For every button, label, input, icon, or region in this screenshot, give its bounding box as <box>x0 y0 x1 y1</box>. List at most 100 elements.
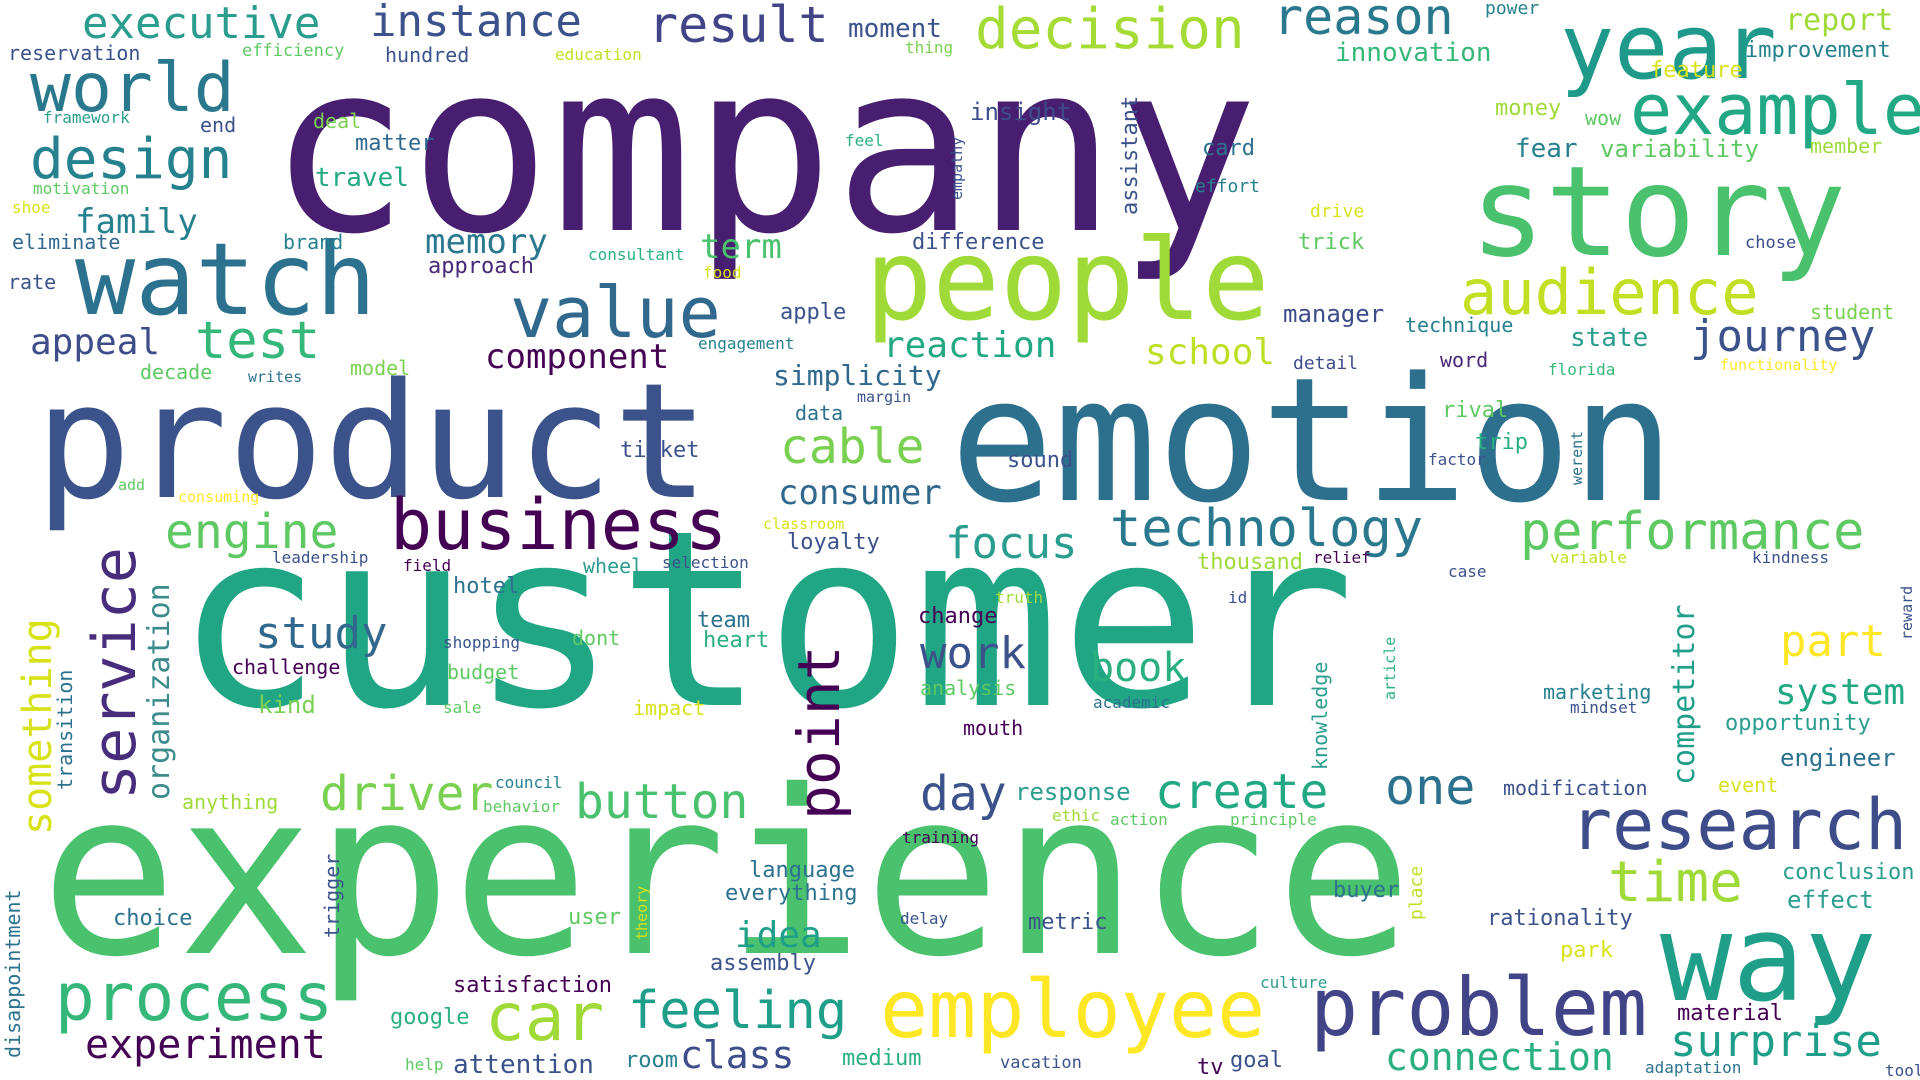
word-point: point <box>785 645 853 820</box>
word-year: year <box>1560 0 1777 100</box>
word-book: book <box>1090 645 1187 691</box>
word-werent: werent <box>1568 430 1586 485</box>
word-engineer: engineer <box>1780 744 1896 772</box>
word-component: component <box>485 337 670 377</box>
word-wheel: wheel <box>583 554 644 578</box>
word-cable: cable <box>780 419 925 475</box>
word-place: place <box>1406 865 1427 920</box>
word-value: value <box>510 272 721 354</box>
word-case: case <box>1448 562 1487 581</box>
word-effect: effect <box>1787 886 1874 914</box>
word-word: word <box>1440 348 1489 372</box>
word-modification: modification <box>1503 776 1648 800</box>
word-insight: insight <box>970 98 1072 126</box>
word-adaptation: adaptation <box>1645 1058 1742 1077</box>
word-sound: sound <box>1007 448 1074 473</box>
word-people: people <box>865 216 1270 346</box>
word-loyalty: loyalty <box>787 530 880 555</box>
word-emotion: emotion <box>950 340 1675 541</box>
word-delay: delay <box>900 909 949 928</box>
word-shopping: shopping <box>443 633 521 652</box>
word-company: company <box>268 13 1259 286</box>
word-school: school <box>1145 332 1276 373</box>
word-consumer: consumer <box>778 473 942 513</box>
word-factor: factor <box>1428 450 1486 469</box>
word-council: council <box>495 773 563 792</box>
word-selection: selection <box>662 553 749 572</box>
word-hundred: hundred <box>385 43 470 67</box>
word-relief: relief <box>1313 548 1371 567</box>
word-dont: dont <box>572 626 621 650</box>
word-way: way <box>1660 890 1877 1029</box>
word-drive: drive <box>1310 201 1365 222</box>
word-help: help <box>405 1055 444 1074</box>
word-improvement: improvement <box>1745 38 1891 63</box>
word-education: education <box>555 45 642 64</box>
word-event: event <box>1718 773 1779 797</box>
word-medium: medium <box>842 1046 922 1071</box>
word-truth: truth <box>995 588 1044 607</box>
word-article: article <box>1381 636 1399 700</box>
word-simplicity: simplicity <box>773 359 942 392</box>
word-customer: customer <box>175 478 1356 763</box>
word-assistant: assistant <box>1118 95 1143 215</box>
word-variable: variable <box>1550 548 1628 567</box>
word-theory: theory <box>633 885 651 940</box>
word-example: example <box>1630 69 1920 151</box>
word-process: process <box>55 959 334 1036</box>
word-feature: feature <box>1650 58 1743 83</box>
word-variability: variability <box>1600 135 1759 163</box>
word-brand: brand <box>283 230 344 254</box>
word-motivation: motivation <box>33 179 130 198</box>
word-disappointment: disappointment <box>1 889 25 1058</box>
word-impact: impact <box>633 696 706 720</box>
word-park: park <box>1560 938 1613 963</box>
word-kind: kind <box>258 691 316 719</box>
word-consultant: consultant <box>588 245 685 264</box>
word-car: car <box>485 979 605 1056</box>
word-system: system <box>1775 672 1906 713</box>
word-assembly: assembly <box>710 951 816 976</box>
word-organization: organization <box>142 583 177 800</box>
word-buyer: buyer <box>1333 878 1400 903</box>
word-team: team <box>697 608 750 633</box>
word-end: end <box>200 113 237 137</box>
word-apple: apple <box>780 300 847 325</box>
word-margin: margin <box>857 388 912 406</box>
word-student: student <box>1810 300 1895 324</box>
word-reservation: reservation <box>8 41 141 65</box>
word-create: create <box>1155 764 1329 820</box>
word-innovation: innovation <box>1335 38 1492 68</box>
word-card: card <box>1202 136 1255 161</box>
word-action: action <box>1110 810 1168 829</box>
word-instance: instance <box>370 0 582 47</box>
word-result: result <box>648 0 829 54</box>
word-culture: culture <box>1260 973 1328 992</box>
word-goal: goal <box>1230 1048 1283 1073</box>
word-response: response <box>1015 778 1131 806</box>
word-technique: technique <box>1405 313 1514 337</box>
word-research: research <box>1570 784 1908 866</box>
word-thing: thing <box>905 38 954 57</box>
word-class: class <box>680 1033 795 1077</box>
word-chose: chose <box>1745 233 1797 253</box>
word-moment: moment <box>848 14 942 44</box>
word-eliminate: eliminate <box>12 230 121 254</box>
word-executive: executive <box>82 0 321 49</box>
word-choice: choice <box>113 906 193 931</box>
word-florida: florida <box>1548 360 1616 379</box>
word-id: id <box>1228 588 1248 607</box>
word-knowledge: knowledge <box>1308 661 1332 770</box>
word-analysis: analysis <box>920 676 1017 700</box>
word-principle: principle <box>1230 810 1317 829</box>
word-money: money <box>1495 96 1562 121</box>
word-anything: anything <box>182 790 279 814</box>
word-tool: tool <box>1885 1061 1920 1080</box>
word-story: story <box>1470 140 1847 285</box>
word-feel: feel <box>845 131 884 150</box>
word-metric: metric <box>1028 910 1108 935</box>
word-challenge: challenge <box>232 655 341 679</box>
word-marketing: marketing <box>1543 680 1652 704</box>
word-connection: connection <box>1385 1035 1614 1079</box>
